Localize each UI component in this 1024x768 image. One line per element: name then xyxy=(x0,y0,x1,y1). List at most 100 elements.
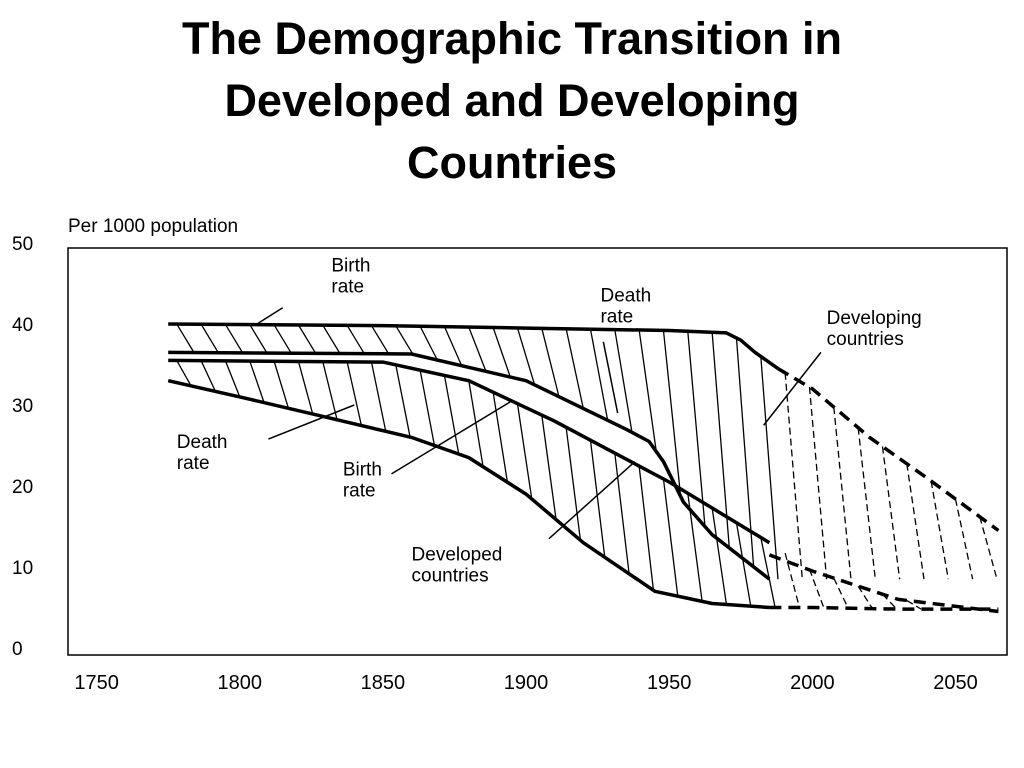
x-tick-label: 1900 xyxy=(504,672,549,694)
x-tick-label: 1950 xyxy=(647,672,692,694)
developing-hatch-line xyxy=(881,446,901,580)
developing-hatch-line xyxy=(711,332,730,549)
title-line-2: Developed and Developing xyxy=(224,75,800,126)
developed-hatch-line xyxy=(468,380,484,467)
developing-hatch-line xyxy=(614,329,633,433)
annotation-d-death: Death rate xyxy=(177,432,228,474)
developing-hatch-line xyxy=(541,328,560,397)
annotation-dv-birth: Birth rate xyxy=(331,255,370,297)
developing-hatch-line xyxy=(784,372,803,580)
annotation-line: countries xyxy=(827,329,904,350)
developed-hatch-line xyxy=(419,370,436,446)
y-axis-label: Per 1000 population xyxy=(68,216,238,237)
annotation-line: rate xyxy=(331,276,364,297)
developing-death-rate-line xyxy=(168,350,771,581)
x-tick-label: 1800 xyxy=(218,672,263,694)
developed-death-rate-line xyxy=(167,378,770,610)
developed-hatch-line xyxy=(784,552,801,608)
annotation-dv-countries: Developing countries xyxy=(827,308,922,350)
annotation-d-countries: Developed countries xyxy=(412,545,503,587)
developing-hatch-line xyxy=(176,323,195,353)
annotation-line: Death xyxy=(177,432,228,453)
developing-hatch-line xyxy=(273,324,292,354)
developing-hatch-line xyxy=(760,356,779,580)
developed-hatch-line xyxy=(443,375,460,455)
developed-hatch-line xyxy=(370,361,387,432)
x-tick-label: 1750 xyxy=(74,672,119,694)
annotation-line: Developing xyxy=(827,308,922,329)
developed-hatch-line xyxy=(492,392,509,483)
developed-hatch-line xyxy=(614,453,630,574)
y-tick-label: 50 xyxy=(12,234,33,255)
annotation-line: rate xyxy=(343,480,376,501)
developing-hatch-line xyxy=(735,337,755,567)
developed-hatch-line xyxy=(906,599,922,610)
developing-hatch-line xyxy=(687,331,706,527)
developed-hatch-line xyxy=(322,361,338,421)
developed-birth-rate-line-projected xyxy=(768,553,999,614)
annotation-leader-dv-death xyxy=(602,341,619,414)
developed-hatch-line xyxy=(808,568,825,608)
annotation-line: Developed xyxy=(412,545,503,566)
developed-hatch-line xyxy=(760,537,776,608)
y-tick-label: 40 xyxy=(12,315,33,336)
developed-hatch-line xyxy=(224,360,241,398)
developing-hatch-line xyxy=(492,327,511,378)
developed-death-rate-line-projected xyxy=(769,605,999,611)
developing-hatch-line xyxy=(857,427,876,580)
annotation-leader-d-death xyxy=(268,404,355,440)
developing-hatch-line xyxy=(224,324,244,354)
developing-hatch-line xyxy=(565,328,584,409)
developing-hatch-line xyxy=(516,327,536,386)
y-tick-label: 0 xyxy=(12,639,23,660)
developing-hatch-line xyxy=(370,325,390,355)
developed-hatch-line xyxy=(200,360,217,392)
developed-hatch-line xyxy=(249,360,265,403)
developing-hatch-line xyxy=(249,324,268,354)
developing-birth-rate-line xyxy=(168,322,780,371)
developing-hatch-line xyxy=(589,329,609,421)
developed-hatch-line xyxy=(711,507,728,605)
developing-birth-rate-line-projected xyxy=(777,367,1000,532)
developed-hatch-line xyxy=(857,585,873,609)
developed-hatch-line xyxy=(516,403,533,500)
developing-hatch-line xyxy=(322,324,341,354)
slide-title: The Demographic Transition in Developed … xyxy=(0,8,1024,194)
developing-hatch-line xyxy=(906,463,925,580)
developed-hatch-line xyxy=(346,361,363,426)
annotation-d-birth: Birth rate xyxy=(343,459,382,501)
title-line-1: The Demographic Transition in xyxy=(181,13,843,64)
developed-birth-rate-line xyxy=(168,358,771,545)
x-tick-label: 2000 xyxy=(790,672,835,694)
developing-hatch-line xyxy=(930,480,949,580)
developing-hatch-line xyxy=(468,326,487,372)
developed-hatch-line xyxy=(589,440,606,558)
plot-frame xyxy=(67,247,1008,656)
x-tick-label: 1850 xyxy=(361,672,406,694)
developing-hatch-line xyxy=(808,387,828,580)
developed-hatch-line xyxy=(273,361,290,409)
annotation-line: rate xyxy=(600,306,633,327)
annotation-line: countries xyxy=(412,566,489,587)
title-line-3: Countries xyxy=(406,137,617,188)
developing-hatch-line xyxy=(346,325,365,354)
developing-hatch-line xyxy=(419,325,438,361)
developing-hatch-line xyxy=(297,324,317,354)
developed-hatch-line xyxy=(565,427,582,541)
developing-hatch-line xyxy=(638,329,657,452)
annotation-leader-dv-birth xyxy=(256,307,284,325)
annotation-line: Birth xyxy=(343,459,382,480)
developed-hatch-line xyxy=(833,577,849,609)
developed-hatch-line xyxy=(638,465,655,591)
annotation-dv-death: Death rate xyxy=(600,285,651,327)
developing-hatch-line xyxy=(833,406,852,580)
developed-hatch-line xyxy=(662,478,679,597)
developed-hatch-line xyxy=(541,415,557,520)
annotation-leader-d-birth xyxy=(391,400,513,475)
annotation-line: Death xyxy=(600,285,651,306)
developing-hatch-line xyxy=(395,325,414,355)
y-tick-label: 30 xyxy=(12,396,33,417)
developing-hatch-line xyxy=(954,498,974,580)
annotation-line: rate xyxy=(177,453,210,474)
